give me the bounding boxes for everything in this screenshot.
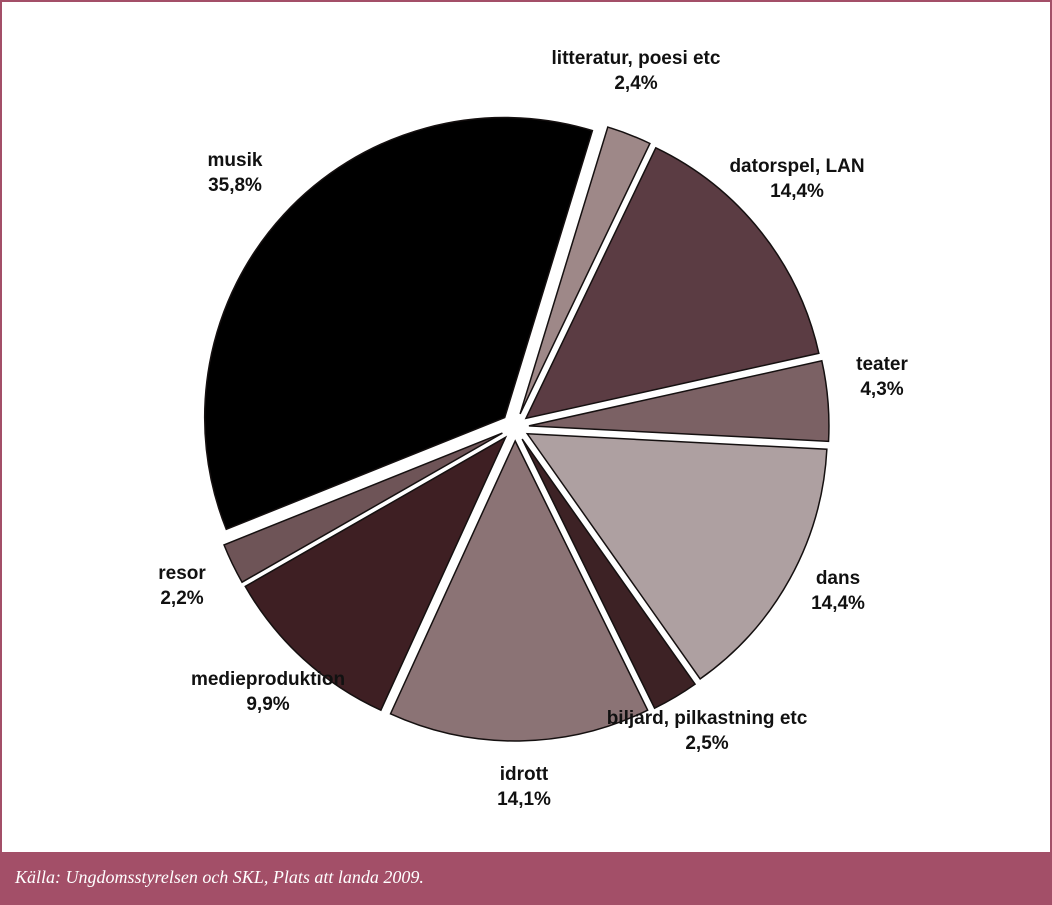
pie-chart: litteratur, poesi etc 2,4% datorspel, LA… [158, 48, 908, 810]
pie-slice-teater [528, 359, 830, 443]
pie-slice-biljard [521, 438, 697, 710]
slice-value-musik: 35,8% [208, 175, 262, 196]
pie-slices [203, 116, 830, 742]
slice-value-idrott: 14,1% [497, 789, 551, 810]
slice-label-musik: musik [208, 150, 263, 171]
slice-value-dans: 14,4% [811, 593, 865, 614]
slice-label-idrott: idrott [500, 764, 549, 785]
slice-value-biljard: 2,5% [685, 733, 728, 754]
pie-slice-musik [203, 116, 594, 531]
pie-slice-dans [525, 432, 828, 680]
slice-label-medieproduktion: medieproduktion [191, 669, 345, 690]
slice-value-medieproduktion: 9,9% [246, 694, 289, 715]
slice-label-biljard: biljard, pilkastning etc [607, 708, 808, 729]
slice-value-litteratur: 2,4% [614, 73, 657, 94]
pie-slice-datorspel [524, 146, 820, 420]
slice-value-resor: 2,2% [160, 588, 203, 609]
slice-value-datorspel: 14,4% [770, 181, 824, 202]
slice-label-teater: teater [856, 354, 908, 375]
slice-label-litteratur: litteratur, poesi etc [552, 48, 721, 69]
slice-label-datorspel: datorspel, LAN [729, 156, 864, 177]
pie-slice-litteratur [519, 126, 651, 415]
slice-value-teater: 4,3% [860, 379, 903, 400]
source-caption: Källa: Ungdomsstyrelsen och SKL, Plats a… [2, 852, 1050, 903]
pie-labels: litteratur, poesi etc 2,4% datorspel, LA… [158, 48, 908, 810]
pie-slice-resor [223, 432, 503, 584]
slice-label-dans: dans [816, 568, 860, 589]
pie-slice-idrott [389, 439, 649, 742]
slice-label-resor: resor [158, 563, 206, 584]
pie-slice-medieproduktion [244, 435, 508, 712]
